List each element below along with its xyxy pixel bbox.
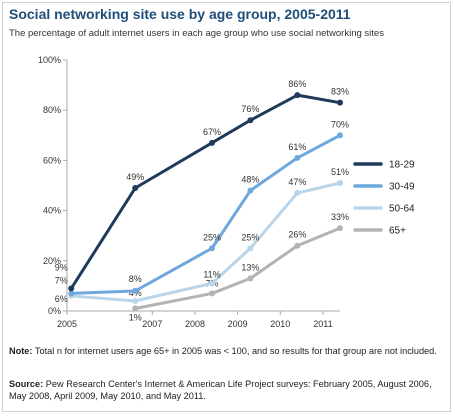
data-point-50-64 xyxy=(132,297,139,304)
data-point-30-49 xyxy=(132,287,139,294)
data-point-18-29 xyxy=(68,285,75,292)
data-point-30-49 xyxy=(294,154,301,161)
x-tick-label: 2008 xyxy=(185,319,205,329)
note-text: Total n for internet users age 65+ in 20… xyxy=(32,346,437,356)
data-label-50-64: 11% xyxy=(203,269,220,279)
data-point-50-64 xyxy=(337,179,343,186)
data-point-50-64 xyxy=(209,280,216,287)
data-point-18-29 xyxy=(209,139,216,146)
y-tick-label: 80% xyxy=(43,105,61,115)
chart-subtitle: The percentage of adult internet users i… xyxy=(9,28,384,39)
series-line-50-64 xyxy=(69,181,342,303)
data-label-18-29: 83% xyxy=(331,87,349,97)
data-label-65plus: 13% xyxy=(241,262,259,272)
series-line-30-49 xyxy=(69,133,342,295)
chart-title: Social networking site use by age group,… xyxy=(9,6,351,22)
x-tick-label: 2007 xyxy=(142,319,162,329)
data-label-30-49: 48% xyxy=(241,175,259,185)
legend-label-30-49: 30-49 xyxy=(389,182,415,193)
data-point-65plus xyxy=(247,275,254,282)
data-label-30-49: 70% xyxy=(331,119,349,129)
data-label-50-64: 6% xyxy=(55,294,68,304)
data-point-65plus xyxy=(132,305,139,312)
data-point-18-29 xyxy=(132,185,139,192)
source-label: Source: xyxy=(9,379,44,389)
data-label-65plus: 1% xyxy=(129,312,142,322)
y-tick-label: 20% xyxy=(43,256,61,266)
legend-label-65plus: 65+ xyxy=(389,226,406,237)
note-label: Note: xyxy=(9,346,33,356)
data-label-30-49: 61% xyxy=(288,142,306,152)
data-label-30-49: 25% xyxy=(203,232,221,242)
y-tick-label: 0% xyxy=(48,306,61,316)
data-label-18-29: 76% xyxy=(241,104,259,114)
x-tick-label: 2009 xyxy=(228,319,248,329)
x-tick-label: 2005 xyxy=(57,319,77,329)
data-point-50-64 xyxy=(294,190,301,197)
y-tick-label: 60% xyxy=(43,155,61,165)
data-point-30-49 xyxy=(209,245,216,252)
data-point-18-29 xyxy=(294,92,301,99)
data-label-18-29: 49% xyxy=(126,172,144,182)
data-label-18-29: 86% xyxy=(288,79,306,89)
y-tick-label: 100% xyxy=(38,55,61,65)
x-tick-label: 2011 xyxy=(313,319,332,329)
data-label-50-64: 25% xyxy=(241,232,259,242)
series-line-65plus xyxy=(133,226,342,310)
data-label-65plus: 33% xyxy=(331,212,349,222)
data-label-50-64: 47% xyxy=(288,177,306,187)
series-line-18-29 xyxy=(69,93,342,290)
legend-label-18-29: 18-29 xyxy=(389,160,415,171)
data-label-30-49: 7% xyxy=(55,275,68,285)
source-text: Pew Research Center's Internet & America… xyxy=(9,379,432,402)
data-label-65plus: 26% xyxy=(288,230,306,240)
data-point-18-29 xyxy=(247,117,254,124)
chart-note: Note: Total n for internet users age 65+… xyxy=(9,345,439,357)
data-point-18-29 xyxy=(337,99,343,106)
data-point-30-49 xyxy=(68,290,75,297)
data-point-50-64 xyxy=(247,245,254,252)
data-point-30-49 xyxy=(247,187,254,194)
data-point-30-49 xyxy=(337,132,343,139)
chart-source: Source: Pew Research Center's Internet &… xyxy=(9,378,439,403)
data-label-50-64: 51% xyxy=(331,167,349,177)
data-label-30-49: 8% xyxy=(129,274,142,284)
data-point-65plus xyxy=(294,242,301,249)
y-tick-label: 40% xyxy=(43,206,61,216)
data-point-65plus xyxy=(337,225,343,232)
data-point-65plus xyxy=(209,290,216,297)
data-label-18-29: 9% xyxy=(55,262,68,272)
legend-label-50-64: 50-64 xyxy=(389,204,415,215)
x-tick-label: 2010 xyxy=(270,319,290,329)
data-label-18-29: 67% xyxy=(203,127,221,137)
